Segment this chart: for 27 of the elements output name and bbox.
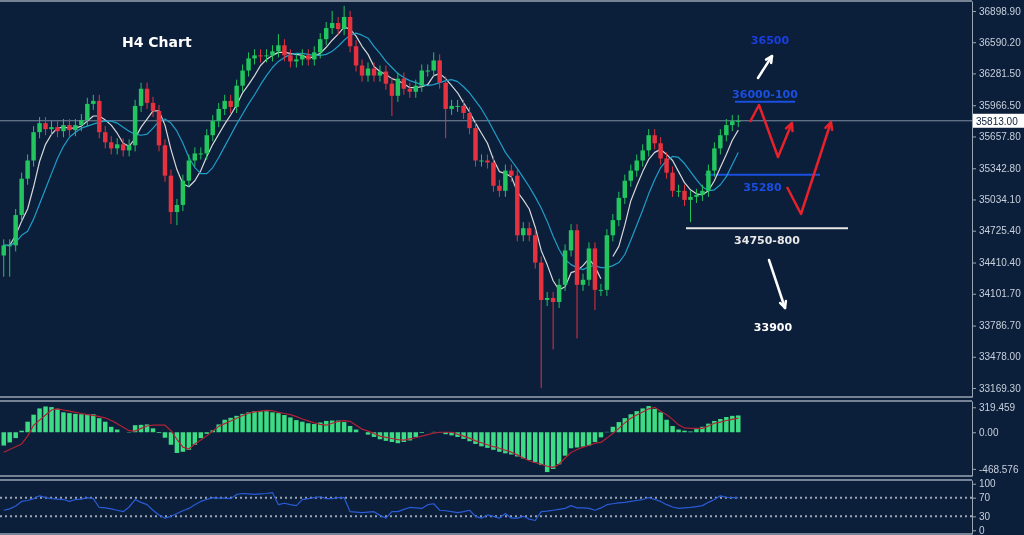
ref-line-label: 36000-100 xyxy=(732,87,799,101)
y-tick-label: 33169.30 xyxy=(979,382,1022,394)
y-tick-label: 36898.90 xyxy=(979,5,1022,17)
y-tick-label: 30 xyxy=(979,511,991,523)
y-tick-label: -468.576 xyxy=(979,463,1019,475)
y-tick-label: 35034.10 xyxy=(979,194,1022,206)
text: H4 Chart xyxy=(122,34,192,50)
y-tick-label: 0 xyxy=(979,524,985,535)
y-tick-label: 0.00 xyxy=(979,426,999,438)
y-tick-label: 36281.50 xyxy=(979,68,1022,80)
y-tick-label: 35657.80 xyxy=(979,131,1022,143)
y-tick-label: 36590.20 xyxy=(979,36,1022,48)
y-tick-label: 100 xyxy=(979,478,997,490)
y-tick-label: 70 xyxy=(979,492,991,504)
y-tick-label: 319.459 xyxy=(979,401,1016,413)
y-tick-label: 33786.70 xyxy=(979,320,1022,332)
y-tick-label: 35342.80 xyxy=(979,162,1022,174)
text: 36500 xyxy=(750,34,790,47)
ref-line-label: 35280 xyxy=(743,180,782,194)
y-tick-label: 34725.40 xyxy=(979,225,1022,237)
ref-line-label: 34750-800 xyxy=(734,234,801,248)
text: 33900 xyxy=(753,321,793,334)
y-tick-label: 34101.70 xyxy=(979,288,1022,300)
ref-line-label: 35813.00 xyxy=(976,115,1019,127)
y-tick-label: 33478.00 xyxy=(979,351,1022,363)
y-tick-label: 35966.50 xyxy=(979,99,1022,111)
y-tick-label: 34410.40 xyxy=(979,257,1022,269)
